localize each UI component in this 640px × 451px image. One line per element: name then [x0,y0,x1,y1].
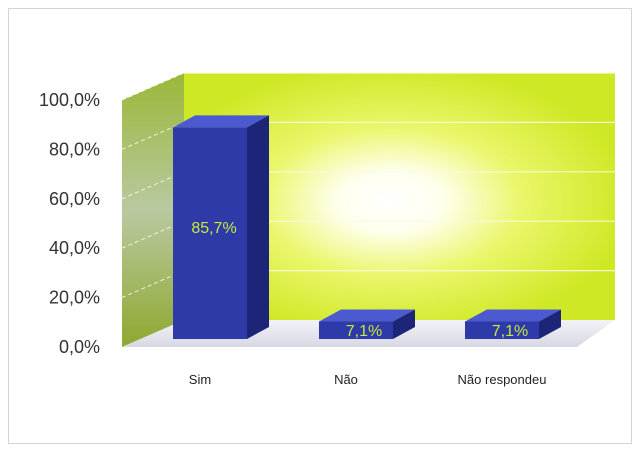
y-tick-label: 80,0% [49,139,100,159]
data-label: 7,1% [346,323,382,340]
bar-top-face [465,309,561,322]
y-tick-label: 60,0% [49,189,100,209]
data-label: 85,7% [191,220,236,237]
bar-n-o: 7,1% [319,309,415,340]
bar-top-face [173,115,269,128]
x-axis-category-labels: Sim Não Não respondeu [189,372,547,387]
bar-side-face [393,309,415,339]
bar-front-face [319,321,393,339]
y-axis-tick-labels: 0,0% 20,0% 40,0% 60,0% 80,0% 100,0% [39,90,100,357]
bar-sim: 85,7% [173,115,269,339]
y-tick-label: 0,0% [59,337,100,357]
y-tick-label: 20,0% [49,288,100,308]
y-tick-label: 100,0% [39,90,100,110]
bar-n-o-respondeu: 7,1% [465,309,561,340]
back-wall [184,73,615,320]
gridline-side [121,121,185,150]
bar-side-face [539,309,561,339]
x-category-label: Sim [189,372,211,387]
bar-top-face [319,309,415,322]
bar-front-face [465,321,539,339]
y-tick-label: 40,0% [49,238,100,258]
bar-front-face [173,127,247,339]
side-wall [122,73,184,347]
gridline-side [121,72,185,101]
bar-side-face [247,115,269,339]
x-category-label: Não respondeu [458,372,547,387]
x-category-label: Não [334,372,358,387]
data-label: 7,1% [492,323,528,340]
bars: 85,7% 7,1% 7,1% [173,115,561,340]
